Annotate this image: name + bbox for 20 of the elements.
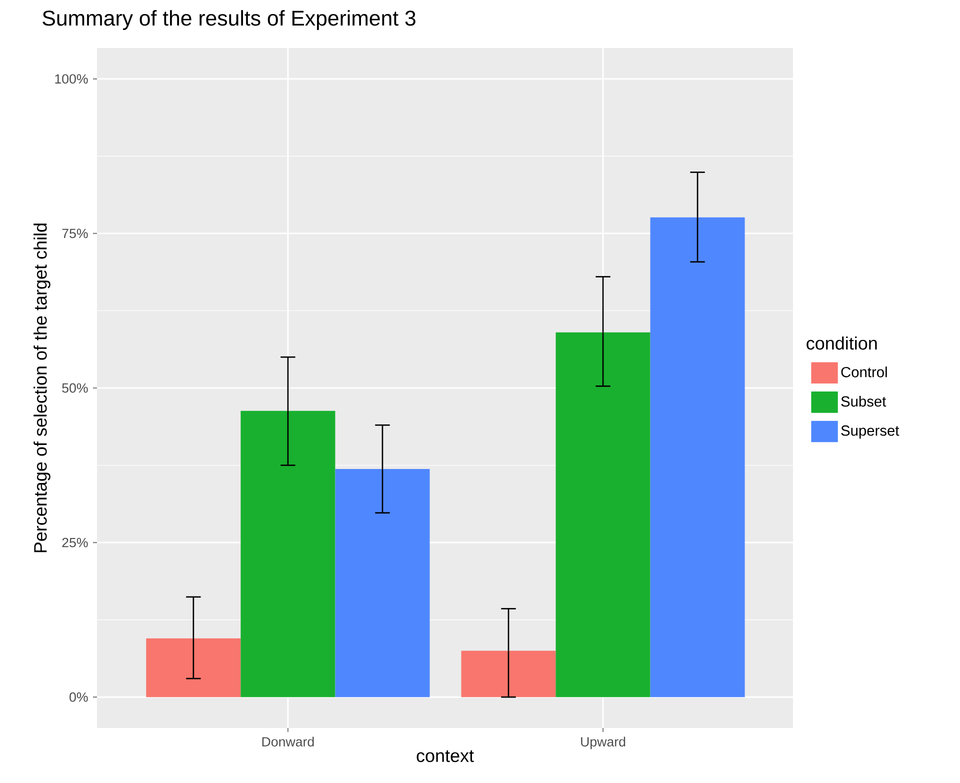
x-tick-label: Upward [581, 736, 626, 750]
legend-label: Subset [841, 396, 886, 407]
bar [461, 650, 556, 698]
y-tick-label: 25% [62, 538, 88, 548]
legend-label: Superset [841, 425, 900, 439]
legend-title: condition [806, 336, 877, 350]
chart-title: Summary of the results of Experiment 3 [42, 10, 416, 30]
bar [650, 217, 745, 698]
bar [240, 410, 336, 698]
bar [335, 468, 430, 698]
x-axis-title: context [416, 750, 474, 762]
y-tick-label: 75% [62, 228, 88, 238]
bar [556, 332, 650, 698]
x-tick-label: Donward [262, 736, 314, 746]
y-axis-title: Percentage of selection of the target child [34, 224, 50, 552]
legend-label: Control [841, 366, 887, 378]
y-tick-label: 50% [62, 383, 88, 393]
y-tick-label: 100% [55, 74, 88, 84]
y-tick-label: 0% [70, 692, 88, 702]
bar [146, 638, 241, 698]
